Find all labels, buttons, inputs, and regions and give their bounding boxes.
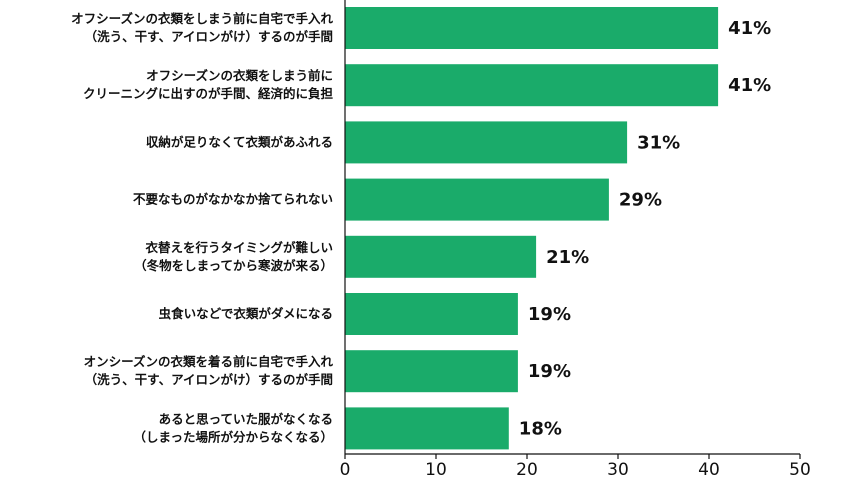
- bar-2: [345, 64, 719, 107]
- value-label-8: 18%: [519, 418, 562, 439]
- value-label-1: 41%: [728, 18, 771, 39]
- value-label-7: 19%: [528, 361, 571, 382]
- x-tick-label-30: 30: [607, 460, 629, 480]
- x-tick-label-20: 20: [516, 460, 538, 480]
- category-label-6: 虫食いなどで衣類がダメになる: [159, 306, 333, 321]
- category-label-5-line-1: 衣替えを行うタイミングが難しい: [145, 240, 333, 255]
- category-label-8-line-2: （しまった場所が分からなくなる）: [133, 429, 333, 444]
- category-label-3: 収納が足りなくて衣類があふれる: [146, 134, 333, 149]
- bar-8: [345, 407, 509, 450]
- value-label-2: 41%: [728, 75, 771, 96]
- bar-6: [345, 293, 518, 335]
- bar-5: [345, 235, 537, 278]
- value-label-3: 31%: [637, 132, 680, 153]
- value-label-6: 19%: [528, 304, 571, 325]
- category-label-2-line-2: クリーニングに出すのが手間、経済的に負担: [83, 86, 334, 101]
- category-label-7-line-2: （洗う、干す、アイロンがけ）するのが手間: [85, 372, 333, 387]
- category-label-1-line-1: オフシーズンの衣類をしまう前に自宅で手入れ: [71, 11, 333, 26]
- bar-7: [345, 350, 518, 393]
- category-label-2-line-1: オフシーズンの衣類をしまう前に: [146, 68, 333, 83]
- bar-1: [345, 7, 719, 49]
- category-label-1-line-2: （洗う、干す、アイロンがけ）するのが手間: [85, 29, 333, 44]
- category-label-8-line-1: あると思っていた服がなくなる: [159, 411, 333, 426]
- category-label-5-line-2: （冬物をしまってから寒波が来る）: [134, 258, 333, 273]
- bar-4: [345, 178, 609, 221]
- bar-3: [345, 121, 628, 164]
- x-tick-label-50: 50: [789, 460, 811, 480]
- x-tick-label-0: 0: [340, 460, 351, 480]
- value-label-5: 21%: [546, 247, 589, 268]
- category-label-7-line-1: オンシーズンの衣類を着る前に自宅で手入れ: [84, 354, 334, 369]
- x-tick-label-40: 40: [698, 460, 720, 480]
- category-label-4: 不要なものがなかなか捨てられない: [133, 192, 333, 207]
- x-tick-label-10: 10: [425, 460, 447, 480]
- value-label-4: 29%: [619, 190, 662, 211]
